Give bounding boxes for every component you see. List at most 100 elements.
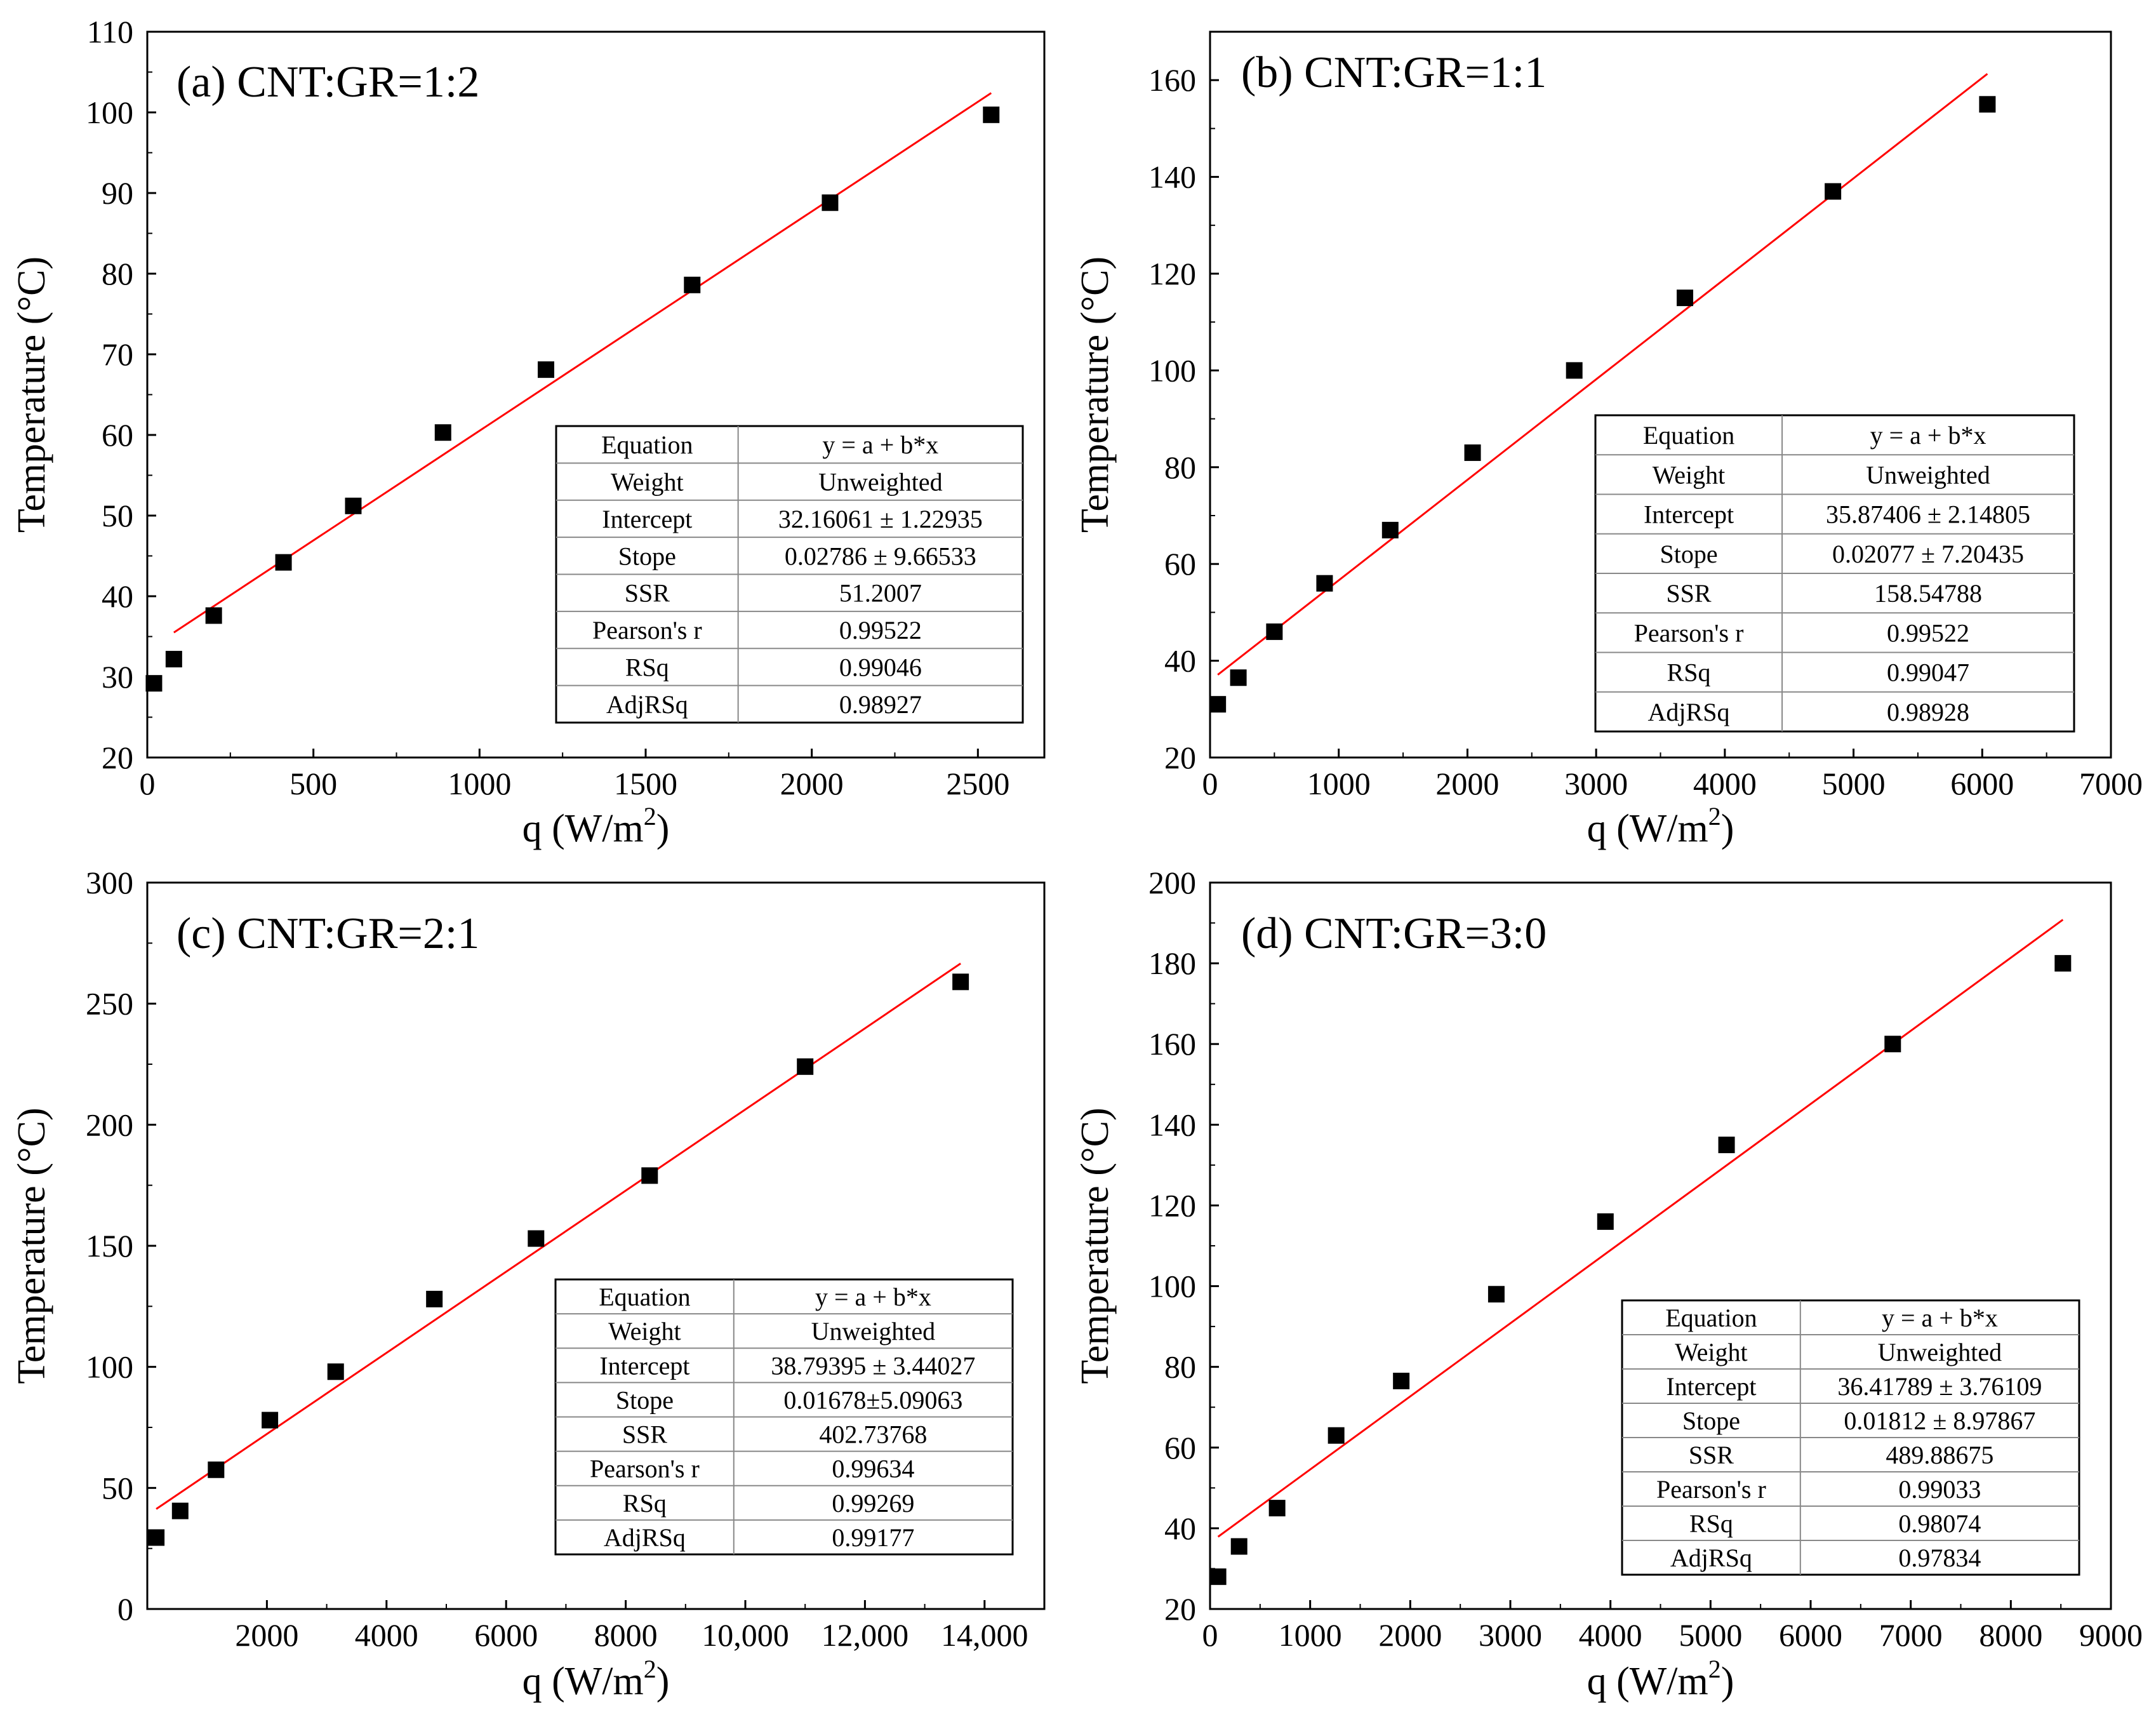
y-tick-label: 140 — [1148, 1107, 1196, 1142]
data-point — [426, 1290, 443, 1307]
y-tick-label: 0 — [117, 1591, 133, 1627]
fit-table-key: AdjRSq — [1648, 698, 1730, 726]
fit-table-value: y = a + b*x — [1870, 421, 1986, 450]
fit-table-key: Equation — [599, 1283, 690, 1311]
y-tick-label: 20 — [1164, 1591, 1196, 1627]
data-point — [983, 106, 1000, 123]
x-tick-label: 9000 — [2079, 1617, 2143, 1653]
data-point — [1328, 1427, 1345, 1444]
fit-table-key: Weight — [611, 468, 684, 497]
fit-table-key: AdjRSq — [604, 1523, 686, 1552]
fit-table-value: 0.99047 — [1887, 658, 1969, 687]
data-point — [434, 424, 451, 441]
x-tick-label: 1000 — [1307, 766, 1371, 801]
y-tick-label: 40 — [102, 578, 133, 614]
fit-table-value: Unweighted — [1866, 460, 1990, 489]
x-tick-label: 10,000 — [702, 1617, 789, 1653]
fit-table-key: Pearson's r — [1634, 618, 1744, 647]
data-point — [1884, 1036, 1901, 1053]
y-tick-label: 20 — [102, 740, 133, 775]
fit-line — [173, 92, 992, 634]
fit-table-value: Unweighted — [811, 1317, 936, 1345]
x-tick-label: 7000 — [2079, 766, 2143, 801]
fit-table-key: Stope — [618, 542, 676, 570]
fit-table-value: 0.99046 — [839, 653, 922, 681]
y-tick-label: 110 — [87, 14, 133, 50]
data-point — [275, 554, 292, 571]
y-tick-label: 120 — [1148, 1187, 1196, 1223]
chart-panel-c: 2000 4000 6000 8000 10,000 12,000 14,000 0 50 100… — [10, 865, 1046, 1703]
y-tick-label: 100 — [86, 1349, 133, 1385]
x-tick-label: 6000 — [1779, 1617, 1842, 1653]
panel-title: (b) CNT:GR=1:1 — [1241, 48, 1547, 97]
data-point — [345, 497, 362, 514]
data-point — [145, 675, 163, 692]
y-tick-label: 140 — [1148, 159, 1196, 195]
x-tick-label: 3000 — [1479, 1617, 1542, 1653]
fit-table: Equation y = a + b*x Weight Unweighted Inter… — [1594, 414, 2075, 733]
y-tick-label: 40 — [1164, 1511, 1196, 1546]
x-tick-label: 6000 — [474, 1617, 538, 1653]
fit-table-key: SSR — [1689, 1441, 1734, 1469]
fit-table-value: 0.99522 — [1887, 618, 1969, 647]
y-tick-label: 250 — [86, 986, 133, 1022]
fit-table-key: Stope — [1660, 540, 1717, 568]
data-point — [538, 361, 554, 378]
chart-panel-b: 0 1000 2000 3000 4000 5000 6000 7000 20 40 60 80 100… — [1074, 30, 2143, 850]
fit-table-key: Intercept — [1666, 1372, 1756, 1401]
fit-table-value: 0.99522 — [839, 616, 922, 644]
y-tick-label: 100 — [1148, 1269, 1196, 1304]
fit-table-key: Pearson's r — [592, 616, 702, 644]
data-point — [641, 1167, 658, 1184]
data-point — [1381, 521, 1399, 538]
data-point — [822, 194, 839, 211]
fit-table-key: RSq — [623, 1489, 667, 1518]
y-tick-label: 60 — [102, 417, 133, 453]
fit-table-value: 0.99033 — [1898, 1475, 1981, 1504]
panel-title: (d) CNT:GR=3:0 — [1241, 909, 1547, 958]
y-tick-label: 60 — [1164, 546, 1196, 582]
data-point — [208, 1461, 225, 1478]
x-tick-label: 7000 — [1879, 1617, 1943, 1653]
fit-table-value: 489.88675 — [1886, 1441, 1993, 1469]
fit-table-key: Intercept — [602, 505, 692, 533]
fit-table-value: 35.87406 ± 2.14805 — [1826, 500, 2030, 529]
fit-table-value: 0.99634 — [832, 1455, 914, 1483]
y-axis-title: Temperature (°C) — [1074, 1107, 1117, 1384]
x-axis-title: q (W/m2) — [522, 802, 670, 850]
y-tick-label: 90 — [102, 175, 133, 211]
fit-table-value: Unweighted — [1878, 1338, 2002, 1366]
fit-table-value: y = a + b*x — [1882, 1304, 1998, 1332]
x-tick-label: 2000 — [235, 1617, 298, 1653]
data-point — [1825, 183, 1842, 200]
x-tick-label: 14,000 — [941, 1617, 1028, 1653]
data-point — [1393, 1372, 1410, 1389]
fit-table-value: 0.99177 — [832, 1523, 914, 1552]
fit-table-key: Pearson's r — [590, 1455, 700, 1483]
y-tick-label: 30 — [102, 659, 133, 695]
data-point — [1266, 623, 1283, 640]
y-tick-label: 180 — [1148, 945, 1196, 981]
data-point — [1209, 1568, 1227, 1585]
data-point — [171, 1502, 189, 1519]
x-tick-label: 12,000 — [822, 1617, 909, 1653]
fit-table-value: 0.98927 — [839, 690, 922, 719]
fit-table-value: 51.2007 — [839, 579, 922, 608]
fit-table-value: y = a + b*x — [815, 1283, 931, 1311]
y-tick-label: 40 — [1164, 643, 1196, 679]
y-axis-title: Temperature (°C) — [1074, 257, 1117, 533]
data-point — [1718, 1137, 1735, 1154]
x-tick-label: 2500 — [946, 766, 1009, 801]
panel-title: (c) CNT:GR=2:1 — [176, 909, 479, 958]
fit-table-key: SSR — [625, 579, 670, 608]
x-tick-label: 6000 — [1950, 766, 2014, 801]
fit-table-value: 158.54788 — [1874, 579, 1982, 608]
data-point — [1979, 96, 1996, 113]
x-tick-label: 5000 — [1679, 1617, 1742, 1653]
data-point — [148, 1529, 165, 1546]
data-point — [797, 1058, 814, 1075]
fit-table: Equation y = a + b*x Weight Unweighted Inter… — [554, 1278, 1014, 1556]
data-point — [1566, 362, 1583, 379]
x-tick-label: 4000 — [1579, 1617, 1642, 1653]
